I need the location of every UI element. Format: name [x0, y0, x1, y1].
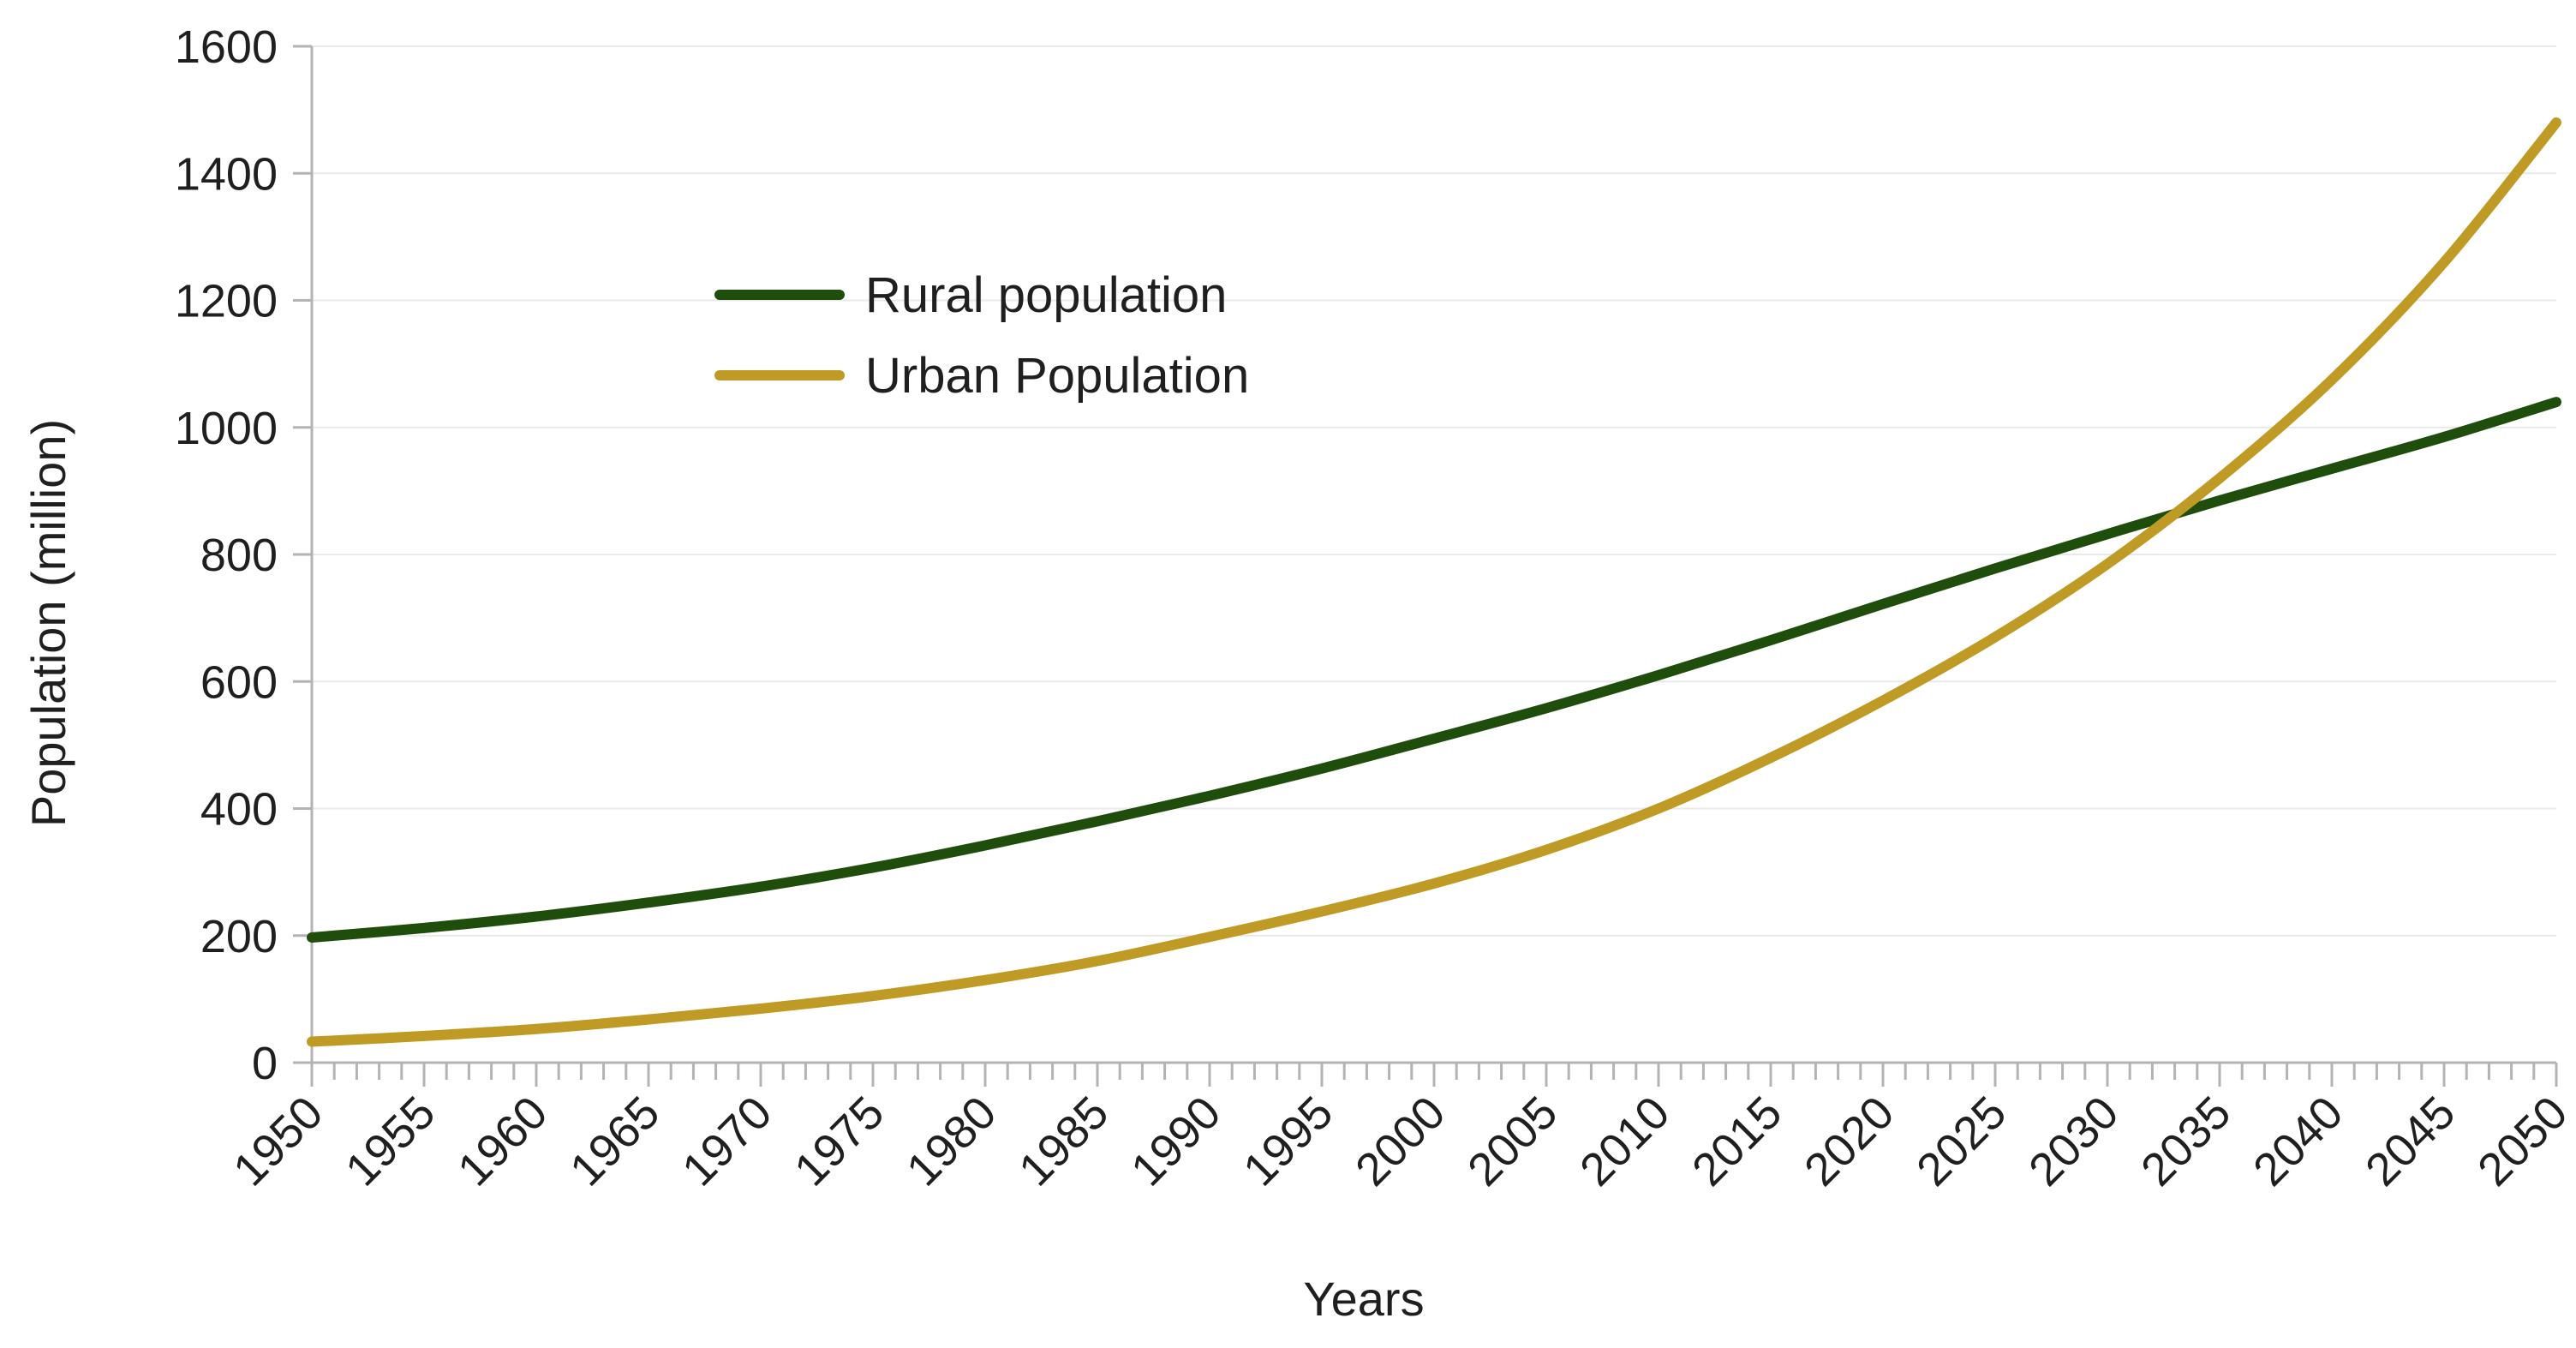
y-tick-label-1000: 1000	[175, 403, 278, 454]
y-tick-label-800: 800	[200, 530, 278, 581]
x-tick-label-2005: 2005	[1458, 1087, 1567, 1195]
x-tick-label-1975: 1975	[785, 1087, 894, 1195]
x-tick-label-1965: 1965	[560, 1087, 669, 1195]
legend: Rural population Urban Population	[714, 267, 1249, 404]
x-tick-label-2035: 2035	[2131, 1087, 2240, 1195]
x-tick-label-1985: 1985	[1009, 1087, 1118, 1195]
x-tick-label-1950: 1950	[224, 1087, 332, 1195]
y-tick-label-1200: 1200	[175, 276, 278, 327]
y-tick-label-200: 200	[200, 911, 278, 962]
x-tick-label-2020: 2020	[1795, 1087, 1904, 1195]
x-tick-label-1980: 1980	[897, 1087, 1006, 1195]
legend-label-rural-population: Rural population	[865, 267, 1227, 323]
x-tick-label-2010: 2010	[1570, 1087, 1679, 1195]
x-tick-label-2025: 2025	[1907, 1087, 2016, 1195]
y-tick-label-1400: 1400	[175, 148, 278, 200]
series-line-urban-population	[307, 117, 2561, 1047]
x-tick-label-2015: 2015	[1682, 1087, 1791, 1195]
grid-layer	[312, 45, 2556, 937]
x-tick-label-2030: 2030	[2019, 1087, 2128, 1195]
y-tick-label-600: 600	[200, 656, 278, 708]
x-tick-label-2040: 2040	[2244, 1087, 2352, 1195]
y-tick-label-1600: 1600	[175, 21, 278, 73]
x-tick-label-2050: 2050	[2468, 1087, 2576, 1195]
x-axis-title: Years	[1303, 1272, 1424, 1326]
x-tick-label-1995: 1995	[1234, 1087, 1342, 1195]
y-tick-label-0: 0	[252, 1038, 278, 1089]
series-layer	[307, 117, 2561, 1047]
y-tick-label-400: 400	[200, 784, 278, 836]
x-tick-label-1990: 1990	[1121, 1087, 1230, 1195]
x-tick-label-1955: 1955	[336, 1087, 445, 1195]
x-tick-label-1960: 1960	[448, 1087, 557, 1195]
x-tick-label-1970: 1970	[672, 1087, 781, 1195]
legend-label-urban-population: Urban Population	[865, 348, 1249, 404]
x-tick-label-2000: 2000	[1346, 1087, 1455, 1195]
x-tick-label-2045: 2045	[2356, 1087, 2465, 1195]
y-axis-title: Population (million)	[21, 419, 75, 827]
